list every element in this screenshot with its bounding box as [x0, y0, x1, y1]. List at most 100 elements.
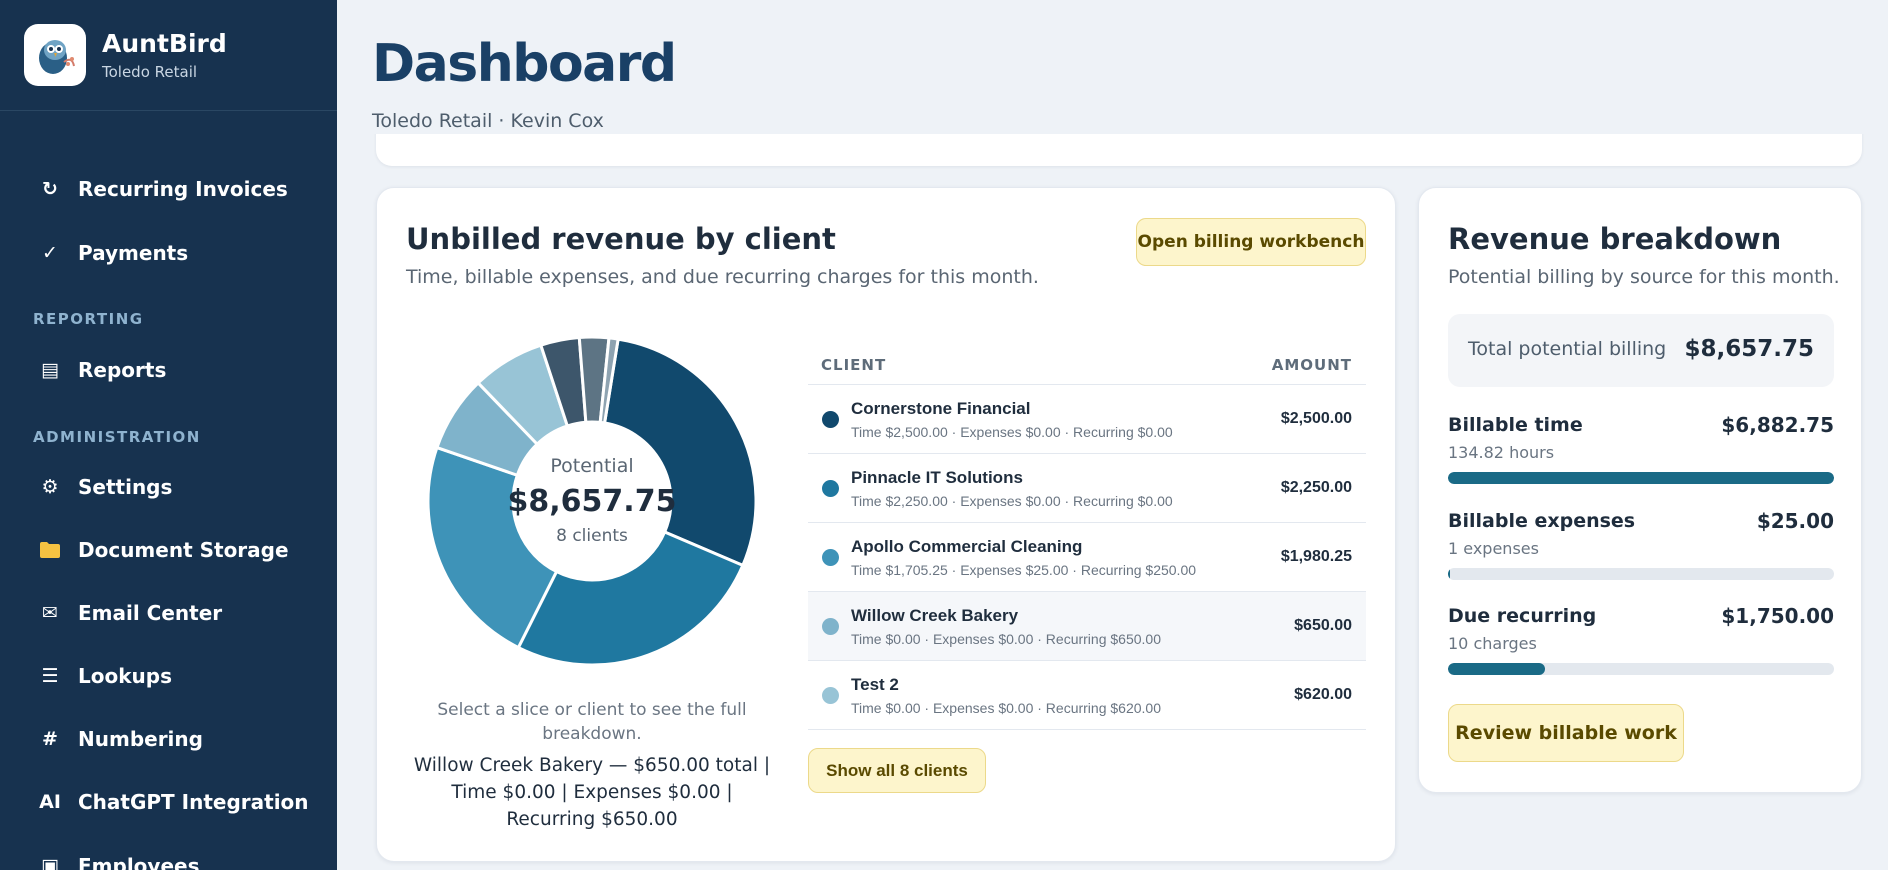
client-amount: $650.00: [1294, 617, 1352, 634]
brand-name: AuntBird: [102, 29, 227, 58]
show-all-clients-button[interactable]: Show all 8 clients: [808, 748, 986, 793]
nav-label: Email Center: [78, 601, 223, 625]
billable-time-bar-fill: [1448, 472, 1834, 484]
bird-logo-icon[interactable]: [24, 24, 86, 86]
list-icon: ☰: [41, 665, 59, 687]
client-row[interactable]: Test 2 Time $0.00 · Expenses $0.00 · Recu…: [808, 661, 1366, 730]
page-subtitle: Toledo Retail · Kevin Cox: [372, 110, 604, 132]
client-amount: $2,500.00: [1280, 410, 1352, 427]
billable-time-value: $6,882.75: [1721, 413, 1834, 437]
nav-lookups[interactable]: ☰ Lookups: [0, 650, 337, 702]
nav-label: Reports: [78, 358, 167, 382]
billable-expenses-bar-fill: [1448, 568, 1450, 580]
client-detail: Time $0.00 · Expenses $0.00 · Recurring …: [851, 700, 1161, 716]
nav-label: Recurring Invoices: [78, 177, 288, 201]
nav-settings[interactable]: ⚙ Settings: [0, 461, 337, 513]
nav-numbering[interactable]: # Numbering: [0, 713, 337, 765]
refresh-icon: ↻: [42, 178, 58, 200]
client-row[interactable]: Cornerstone Financial Time $2,500.00 · Ex…: [808, 385, 1366, 454]
donut-slice[interactable]: [427, 445, 559, 650]
brand-subtitle: Toledo Retail: [102, 63, 198, 81]
nav-section-reporting: REPORTING: [33, 310, 144, 328]
client-name: Cornerstone Financial: [851, 399, 1031, 418]
review-billable-work-button[interactable]: Review billable work: [1448, 704, 1684, 762]
donut-center-count: 8 clients: [556, 526, 628, 546]
total-potential-billing: Total potential billing $8,657.75: [1448, 314, 1834, 387]
donut-slice[interactable]: [598, 336, 620, 425]
client-color-dot: [822, 411, 839, 428]
chart-hint: Select a slice or client to see the full…: [437, 700, 747, 744]
billable-expenses-value: $25.00: [1756, 509, 1834, 533]
folder-icon: [38, 541, 62, 559]
client-color-dot: [822, 618, 839, 635]
nav-recurring-invoices[interactable]: ↻ Recurring Invoices: [0, 163, 337, 215]
client-name: Test 2: [851, 675, 899, 694]
due-recurring-label: Due recurring: [1448, 605, 1597, 627]
client-color-dot: [822, 549, 839, 566]
billable-expenses-bar: [1448, 568, 1834, 580]
id-card-icon: ▣: [41, 855, 59, 870]
page-title: Dashboard: [372, 34, 677, 94]
billable-time-hours: 134.82 hours: [1448, 443, 1555, 462]
due-recurring-bar-fill: [1448, 663, 1545, 675]
client-amount: $2,250.00: [1280, 479, 1352, 496]
due-recurring-value: $1,750.00: [1721, 604, 1834, 628]
nav-label: Document Storage: [78, 538, 289, 562]
nav-label: Settings: [78, 475, 173, 499]
col-client: CLIENT: [821, 356, 887, 374]
nav-document-storage[interactable]: Document Storage: [0, 524, 337, 576]
page-header: Dashboard Toledo Retail · Kevin Cox: [337, 0, 1888, 134]
due-recurring-count: 10 charges: [1448, 634, 1537, 653]
nav-label: Employees: [78, 854, 200, 870]
donut-slice[interactable]: [602, 337, 757, 568]
nav-employees[interactable]: ▣ Employees: [0, 840, 337, 870]
col-amount: AMOUNT: [1271, 356, 1352, 374]
nav-reports[interactable]: ▤ Reports: [0, 344, 337, 396]
nav-section-administration: ADMINISTRATION: [33, 428, 201, 446]
billable-expenses-count: 1 expenses: [1448, 539, 1539, 558]
ai-icon: AI: [39, 791, 61, 813]
open-billing-workbench-button[interactable]: Open billing workbench: [1136, 218, 1366, 266]
client-amount: $620.00: [1294, 686, 1352, 703]
unbilled-subtitle: Time, billable expenses, and due recurri…: [406, 266, 1039, 288]
nav-label: ChatGPT Integration: [78, 790, 309, 814]
client-detail: Time $2,250.00 · Expenses $0.00 · Recurr…: [851, 493, 1173, 509]
donut-center-label: Potential: [550, 455, 634, 477]
client-row[interactable]: Pinnacle IT Solutions Time $2,250.00 · Ex…: [808, 454, 1366, 523]
sidebar: AuntBird Toledo Retail ↻ Recurring Invoi…: [0, 0, 337, 870]
client-color-dot: [822, 687, 839, 704]
billable-time-label: Billable time: [1448, 414, 1583, 436]
breakdown-subtitle: Potential billing by source for this mon…: [1448, 266, 1840, 288]
mail-icon: ✉: [42, 602, 58, 624]
donut-center-total: $8,657.75: [507, 484, 677, 519]
revenue-breakdown-card: [1418, 187, 1862, 793]
unbilled-title: Unbilled revenue by client: [406, 222, 836, 256]
client-name: Pinnacle IT Solutions: [851, 468, 1023, 487]
total-value: $8,657.75: [1684, 336, 1815, 362]
donut-slice[interactable]: [516, 530, 745, 667]
nav-chatgpt-integration[interactable]: AI ChatGPT Integration: [0, 776, 337, 828]
client-name: Willow Creek Bakery: [851, 606, 1019, 625]
revenue-donut-chart[interactable]: [427, 333, 757, 669]
client-name: Apollo Commercial Cleaning: [851, 537, 1083, 556]
total-label: Total potential billing: [1468, 338, 1667, 360]
gear-icon: ⚙: [41, 476, 59, 498]
client-row[interactable]: Apollo Commercial Cleaning Time $1,705.25…: [808, 523, 1366, 592]
nav-email-center[interactable]: ✉ Email Center: [0, 587, 337, 639]
brand: AuntBird Toledo Retail: [0, 0, 337, 111]
check-icon: ✓: [42, 242, 58, 264]
nav-payments[interactable]: ✓ Payments: [0, 227, 337, 279]
nav-label: Payments: [78, 241, 189, 265]
client-detail: Time $1,705.25 · Expenses $25.00 · Recur…: [851, 562, 1197, 578]
nav-label: Numbering: [78, 727, 203, 751]
hash-icon: #: [42, 728, 58, 750]
client-detail: Time $0.00 · Expenses $0.00 · Recurring …: [851, 631, 1161, 647]
due-recurring-bar: [1448, 663, 1834, 675]
client-table-header: CLIENT AMOUNT: [808, 352, 1366, 385]
billable-time-bar: [1448, 472, 1834, 484]
client-color-dot: [822, 480, 839, 497]
report-icon: ▤: [41, 359, 59, 381]
client-detail: Time $2,500.00 · Expenses $0.00 · Recurr…: [851, 424, 1173, 440]
client-row[interactable]: Willow Creek Bakery Time $0.00 · Expenses…: [808, 592, 1366, 661]
client-amount: $1,980.25: [1280, 548, 1352, 565]
